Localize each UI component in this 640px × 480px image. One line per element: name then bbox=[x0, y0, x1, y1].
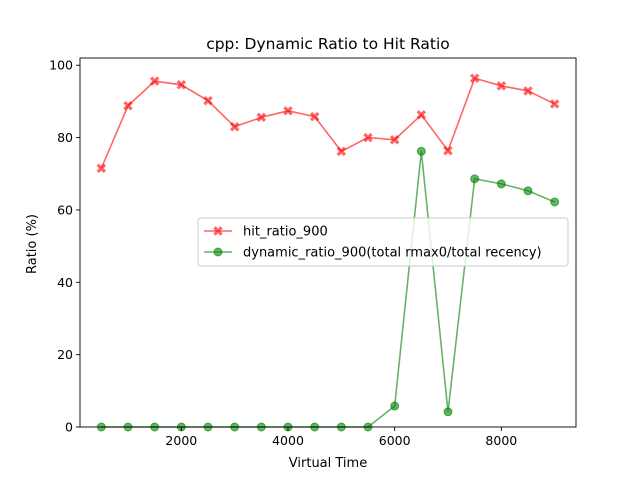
data-point-s1-8 bbox=[283, 106, 293, 116]
data-point-s1-6 bbox=[229, 122, 240, 132]
data-point-s1-11 bbox=[363, 132, 373, 143]
legend-marker bbox=[213, 247, 223, 257]
data-point-s1-12 bbox=[389, 135, 400, 145]
data-point-s2-13 bbox=[416, 146, 426, 156]
data-point-s1-14 bbox=[443, 145, 453, 156]
chart-title: cpp: Dynamic Ratio to Hit Ratio bbox=[206, 35, 450, 53]
y-tick-label: 20 bbox=[57, 347, 73, 362]
series-line-1 bbox=[100, 77, 556, 169]
x-tick-label: 6000 bbox=[379, 433, 411, 448]
axes-frame bbox=[79, 57, 577, 428]
data-point-s1-17 bbox=[523, 86, 533, 96]
legend-entry-2: dynamic_ratio_900(total rmax0/total rece… bbox=[204, 246, 542, 261]
data-point-s2-12 bbox=[390, 401, 400, 411]
data-point-s1-5 bbox=[203, 95, 213, 106]
data-point-s1-13 bbox=[416, 110, 427, 120]
data-point-s1-15 bbox=[469, 73, 480, 83]
data-point-s2-18 bbox=[550, 197, 560, 207]
legend-entry-1: hit_ratio_900 bbox=[204, 225, 328, 240]
data-point-s1-10 bbox=[336, 146, 347, 157]
data-point-s1-7 bbox=[256, 112, 267, 123]
x-tick-label: 2000 bbox=[165, 433, 197, 448]
data-point-s2-16 bbox=[496, 179, 506, 189]
data-point-s1-16 bbox=[496, 81, 507, 91]
y-tick-label: 40 bbox=[57, 275, 73, 290]
y-tick-label: 100 bbox=[49, 58, 73, 73]
data-point-s1-9 bbox=[309, 111, 320, 122]
series-line-2 bbox=[101, 151, 555, 428]
x-tick-label: 8000 bbox=[485, 433, 517, 448]
y-tick-label: 80 bbox=[57, 130, 73, 145]
data-point-s2-17 bbox=[523, 186, 533, 196]
x-tick-label: 4000 bbox=[272, 433, 304, 448]
data-point-s1-4 bbox=[176, 80, 187, 90]
legend: hit_ratio_900 dynamic_ratio_900(total rma… bbox=[197, 217, 569, 267]
legend-label: hit_ratio_900 bbox=[243, 225, 328, 240]
data-point-s1-2 bbox=[123, 101, 133, 111]
x-axis-label: Virtual Time bbox=[289, 456, 367, 471]
plot-area: 2000 4000 6000 8000 0 20 40 60 80 100 bbox=[49, 57, 577, 448]
y-tick-label: 60 bbox=[57, 202, 73, 217]
y-axis-label: Ratio (%) bbox=[25, 214, 40, 274]
legend-box bbox=[197, 217, 569, 267]
legend-label: dynamic_ratio_900(total rmax0/total rece… bbox=[243, 246, 542, 261]
data-point-s1-3 bbox=[149, 76, 160, 86]
legend-marker bbox=[213, 226, 223, 236]
data-point-s1-1 bbox=[96, 163, 107, 174]
data-point-s2-14 bbox=[443, 407, 453, 417]
data-point-s1-18 bbox=[549, 99, 560, 109]
y-tick-label: 0 bbox=[65, 420, 73, 435]
data-point-s2-15 bbox=[470, 174, 480, 184]
